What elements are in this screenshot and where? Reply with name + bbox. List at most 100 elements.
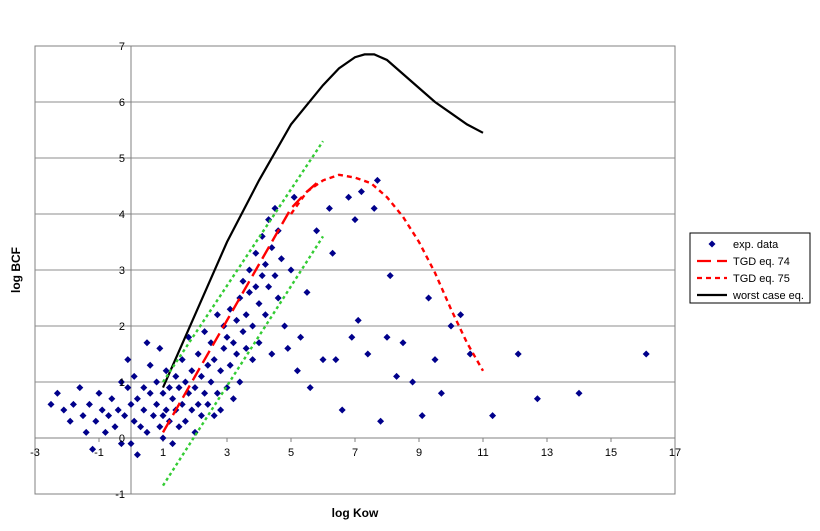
data-point: [393, 372, 401, 380]
data-point: [258, 272, 266, 280]
data-point: [325, 204, 333, 212]
x-tick-label: 7: [352, 447, 358, 459]
data-point: [181, 378, 189, 386]
data-point: [373, 176, 381, 184]
data-point: [159, 434, 167, 442]
data-point: [226, 305, 234, 313]
data-point: [159, 412, 167, 420]
data-point: [274, 294, 282, 302]
axes: [34, 45, 676, 495]
data-point: [226, 361, 234, 369]
data-point: [233, 316, 241, 324]
data-point: [338, 406, 346, 414]
data-point: [447, 322, 455, 330]
data-point: [223, 333, 231, 341]
data-point: [233, 350, 241, 358]
y-tick-label: 5: [119, 153, 125, 165]
data-point: [130, 372, 138, 380]
data-point: [76, 384, 84, 392]
x-tick-label: 5: [288, 447, 294, 459]
data-point: [329, 249, 337, 257]
data-point: [268, 350, 276, 358]
data-point: [277, 255, 285, 263]
x-tick-label: -3: [30, 447, 40, 459]
data-point: [188, 406, 196, 414]
data-point: [146, 361, 154, 369]
data-point: [79, 412, 87, 420]
data-point: [213, 311, 221, 319]
data-point: [124, 384, 132, 392]
data-point: [399, 339, 407, 347]
x-tick-label: 3: [224, 447, 230, 459]
data-point: [197, 412, 205, 420]
data-point: [418, 412, 426, 420]
data-point: [47, 400, 55, 408]
data-point: [281, 322, 289, 330]
data-point: [437, 389, 445, 397]
data-point: [242, 344, 250, 352]
data-point: [351, 216, 359, 224]
legend: exp. data TGD eq. 74 TGD eq. 75 worst case …: [689, 232, 811, 304]
data-point: [354, 316, 362, 324]
data-point: [98, 406, 106, 414]
data-point: [287, 266, 295, 274]
x-tick-label: 11: [477, 447, 488, 459]
y-tick-label: 6: [119, 97, 125, 109]
legend-label: worst case eq.: [732, 290, 804, 302]
data-point: [165, 384, 173, 392]
y-tick-label: 1: [119, 377, 125, 389]
data-point: [140, 384, 148, 392]
data-point: [127, 400, 135, 408]
data-point: [265, 283, 273, 291]
data-point: [213, 389, 221, 397]
data-point: [245, 288, 253, 296]
data-point: [332, 356, 340, 364]
data-point: [66, 417, 74, 425]
data-point: [92, 417, 100, 425]
data-point: [89, 445, 97, 453]
data-point: [156, 423, 164, 431]
data-point: [114, 406, 122, 414]
data-point: [130, 417, 138, 425]
data-point: [207, 378, 215, 386]
data-point: [239, 328, 247, 336]
data-point: [133, 395, 141, 403]
data-point: [146, 389, 154, 397]
data-point: [101, 428, 109, 436]
data-point: [217, 406, 225, 414]
y-tick-label: 4: [119, 209, 125, 221]
data-point: [293, 367, 301, 375]
x-tick-label: 15: [605, 447, 617, 459]
data-point: [229, 339, 237, 347]
data-point: [108, 395, 116, 403]
data-point: [194, 350, 202, 358]
data-point: [386, 272, 394, 280]
series-exp-data: [47, 176, 650, 459]
data-point: [245, 266, 253, 274]
data-point: [239, 277, 247, 285]
x-axis-label: log Kow: [332, 506, 379, 520]
series-layer: [47, 53, 650, 487]
data-point: [197, 372, 205, 380]
data-point: [201, 328, 209, 336]
data-point: [271, 272, 279, 280]
data-point: [175, 423, 183, 431]
data-point: [229, 395, 237, 403]
legend-label: exp. data: [733, 239, 779, 251]
data-point: [111, 423, 119, 431]
data-point: [268, 244, 276, 252]
data-point: [533, 395, 541, 403]
data-point: [149, 412, 157, 420]
series-line-3: [161, 53, 484, 389]
data-point: [175, 384, 183, 392]
data-point: [210, 356, 218, 364]
data-point: [181, 417, 189, 425]
data-point: [377, 417, 385, 425]
data-point: [169, 440, 177, 448]
data-point: [409, 378, 417, 386]
y-tick-label: 7: [119, 41, 125, 53]
data-point: [95, 389, 103, 397]
x-tick-label: 17: [669, 447, 681, 459]
x-tick-label: 9: [416, 447, 422, 459]
data-point: [143, 428, 151, 436]
